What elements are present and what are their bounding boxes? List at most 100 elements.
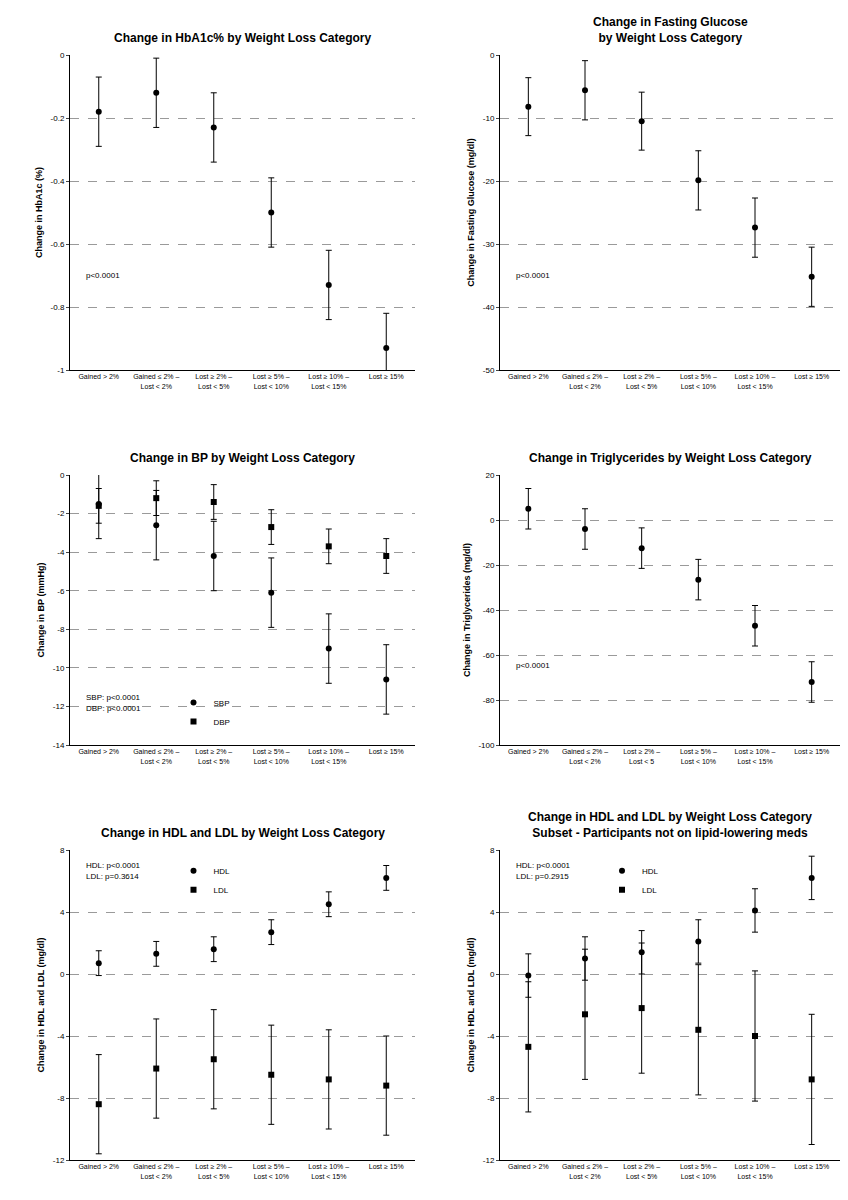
- svg-text:p<0.0001: p<0.0001: [516, 271, 550, 280]
- svg-text:Lost ≥ 5% –Lost < 10%: Lost ≥ 5% –Lost < 10%: [253, 1163, 290, 1179]
- svg-text:-10: -10: [483, 114, 495, 123]
- svg-text:Change in BP (mmHg): Change in BP (mmHg): [36, 563, 46, 658]
- svg-text:Gained ≤ 2% –Lost < 2%: Gained ≤ 2% –Lost < 2%: [133, 373, 179, 389]
- svg-text:-4: -4: [487, 1032, 495, 1041]
- svg-text:Lost ≥ 10% –Lost < 15%: Lost ≥ 10% –Lost < 15%: [735, 748, 776, 764]
- svg-text:Lost ≥ 15%: Lost ≥ 15%: [794, 1163, 829, 1170]
- svg-text:Lost ≥ 2% –Lost < 5%: Lost ≥ 2% –Lost < 5%: [195, 748, 232, 764]
- svg-text:Gained > 2%: Gained > 2%: [508, 373, 549, 380]
- svg-text:LDL: LDL: [642, 886, 657, 895]
- svg-text:-6: -6: [57, 587, 65, 596]
- svg-text:Lost ≥ 10% –Lost < 15%: Lost ≥ 10% –Lost < 15%: [308, 748, 349, 764]
- svg-text:-12: -12: [483, 1156, 495, 1165]
- svg-text:Lost ≥ 10% –Lost < 15%: Lost ≥ 10% –Lost < 15%: [308, 373, 349, 389]
- svg-text:DBP: DBP: [214, 718, 230, 727]
- svg-text:-8: -8: [57, 1094, 65, 1103]
- svg-text:LDL: p=0.3614: LDL: p=0.3614: [86, 872, 139, 881]
- svg-text:Change in Triglycerides (mg/dl: Change in Triglycerides (mg/dl): [462, 543, 472, 677]
- svg-text:HDL: p<0.0001: HDL: p<0.0001: [516, 861, 571, 870]
- svg-text:0: 0: [60, 970, 65, 979]
- svg-text:HDL: HDL: [642, 867, 659, 876]
- svg-text:Gained > 2%: Gained > 2%: [78, 748, 119, 755]
- svg-text:Change in HbA1c% by Weight Los: Change in HbA1c% by Weight Loss Category: [114, 31, 371, 45]
- svg-text:-20: -20: [483, 561, 495, 570]
- svg-text:-40: -40: [483, 606, 495, 615]
- svg-text:-8: -8: [487, 1094, 495, 1103]
- svg-text:Lost ≥ 5% –Lost < 10%: Lost ≥ 5% –Lost < 10%: [680, 748, 717, 764]
- svg-text:Lost ≥ 10% –Lost < 15%: Lost ≥ 10% –Lost < 15%: [308, 1163, 349, 1179]
- svg-text:4: 4: [490, 908, 495, 917]
- svg-text:Lost ≥ 2% –Lost < 5%: Lost ≥ 2% –Lost < 5%: [623, 1163, 660, 1179]
- svg-text:Lost ≥ 15%: Lost ≥ 15%: [369, 748, 404, 755]
- svg-text:-12: -12: [53, 1156, 65, 1165]
- svg-text:0: 0: [60, 471, 65, 480]
- svg-text:Gained ≤ 2% –Lost < 2%: Gained ≤ 2% –Lost < 2%: [133, 748, 179, 764]
- svg-text:SBP: SBP: [214, 699, 230, 708]
- svg-text:Lost ≥ 15%: Lost ≥ 15%: [794, 373, 829, 380]
- svg-text:Lost ≥ 10% –Lost < 15%: Lost ≥ 10% –Lost < 15%: [735, 373, 776, 389]
- svg-text:-8: -8: [57, 625, 65, 634]
- svg-text:Gained > 2%: Gained > 2%: [78, 1163, 119, 1170]
- svg-text:Lost ≥ 5% –Lost < 10%: Lost ≥ 5% –Lost < 10%: [680, 1163, 717, 1179]
- svg-text:Gained > 2%: Gained > 2%: [508, 1163, 549, 1170]
- svg-text:Change in BP by Weight Loss Ca: Change in BP by Weight Loss Category: [130, 451, 355, 465]
- svg-text:20: 20: [485, 471, 494, 480]
- svg-text:Lost ≥ 15%: Lost ≥ 15%: [794, 748, 829, 755]
- svg-text:HDL: HDL: [214, 867, 231, 876]
- svg-text:-60: -60: [483, 651, 495, 660]
- svg-text:-4: -4: [57, 548, 65, 557]
- svg-text:SBP: p<0.0001: SBP: p<0.0001: [86, 693, 141, 702]
- svg-text:Lost ≥ 5% –Lost < 10%: Lost ≥ 5% –Lost < 10%: [253, 373, 290, 389]
- svg-text:Gained ≤ 2% –Lost < 2%: Gained ≤ 2% –Lost < 2%: [133, 1163, 179, 1179]
- svg-text:-0.6: -0.6: [51, 240, 65, 249]
- svg-text:p<0.0001: p<0.0001: [86, 271, 120, 280]
- svg-text:Change in HDL and LDL by Weigh: Change in HDL and LDL by Weight Loss Cat…: [528, 810, 812, 840]
- svg-text:-0.2: -0.2: [51, 114, 65, 123]
- svg-text:-12: -12: [53, 702, 65, 711]
- svg-text:-30: -30: [483, 240, 495, 249]
- svg-text:Lost ≥ 5% –Lost < 10%: Lost ≥ 5% –Lost < 10%: [680, 373, 717, 389]
- svg-text:-2: -2: [57, 509, 65, 518]
- svg-text:Gained > 2%: Gained > 2%: [78, 373, 119, 380]
- svg-text:-0.8: -0.8: [51, 303, 65, 312]
- svg-text:Lost ≥ 15%: Lost ≥ 15%: [369, 1163, 404, 1170]
- svg-text:-100: -100: [478, 741, 495, 750]
- svg-text:Gained ≤ 2% –Lost < 2%: Gained ≤ 2% –Lost < 2%: [562, 373, 608, 389]
- svg-text:Change in HDL and LDL (mg/dl): Change in HDL and LDL (mg/dl): [466, 937, 476, 1072]
- svg-text:8: 8: [60, 846, 65, 855]
- svg-text:-80: -80: [483, 696, 495, 705]
- svg-text:8: 8: [490, 846, 495, 855]
- svg-text:Lost ≥ 2% –Lost < 5%: Lost ≥ 2% –Lost < 5%: [195, 1163, 232, 1179]
- svg-text:-0.4: -0.4: [51, 177, 65, 186]
- svg-text:Gained > 2%: Gained > 2%: [508, 748, 549, 755]
- svg-text:HDL: p<0.0001: HDL: p<0.0001: [86, 861, 141, 870]
- svg-text:Lost ≥ 2% –Lost < 5%: Lost ≥ 2% –Lost < 5%: [195, 373, 232, 389]
- svg-text:-14: -14: [53, 741, 65, 750]
- svg-text:0: 0: [490, 51, 495, 60]
- svg-text:Lost ≥ 2% –Lost < 5%: Lost ≥ 2% –Lost < 5%: [623, 373, 660, 389]
- svg-text:4: 4: [60, 908, 65, 917]
- svg-text:Change in Triglycerides by Wei: Change in Triglycerides by Weight Loss C…: [529, 451, 812, 465]
- svg-text:-40: -40: [483, 303, 495, 312]
- svg-text:Gained ≤ 2% –Lost < 2%: Gained ≤ 2% –Lost < 2%: [562, 748, 608, 764]
- svg-text:Change in HDL and LDL by Weigh: Change in HDL and LDL by Weight Loss Cat…: [101, 826, 385, 840]
- svg-text:-1: -1: [57, 366, 65, 375]
- svg-text:-20: -20: [483, 177, 495, 186]
- svg-text:Change in HbA1c (%): Change in HbA1c (%): [34, 167, 44, 258]
- svg-text:Lost ≥ 10% –Lost < 15%: Lost ≥ 10% –Lost < 15%: [735, 1163, 776, 1179]
- svg-text:0: 0: [490, 516, 495, 525]
- svg-text:-50: -50: [483, 366, 495, 375]
- svg-text:LDL: LDL: [214, 886, 229, 895]
- svg-text:Change in Fasting Glucoseby We: Change in Fasting Glucoseby Weight Loss …: [593, 15, 748, 45]
- svg-text:Change in Fasting Glucose (mg/: Change in Fasting Glucose (mg/dl): [466, 138, 476, 287]
- svg-text:Change in HDL and LDL (mg/dl): Change in HDL and LDL (mg/dl): [36, 937, 46, 1072]
- svg-text:Gained ≤ 2% –Lost < 2%: Gained ≤ 2% –Lost < 2%: [562, 1163, 608, 1179]
- svg-text:-10: -10: [53, 664, 65, 673]
- svg-text:0: 0: [60, 51, 65, 60]
- svg-text:Lost ≥ 15%: Lost ≥ 15%: [369, 373, 404, 380]
- svg-text:DBP: p<0.0001: DBP: p<0.0001: [86, 704, 141, 713]
- svg-text:p<0.0001: p<0.0001: [516, 661, 550, 670]
- svg-text:-4: -4: [57, 1032, 65, 1041]
- svg-text:Lost ≥ 5% –Lost < 10%: Lost ≥ 5% –Lost < 10%: [253, 748, 290, 764]
- svg-text:Lost ≥ 2% –Lost < 5: Lost ≥ 2% –Lost < 5: [623, 748, 660, 764]
